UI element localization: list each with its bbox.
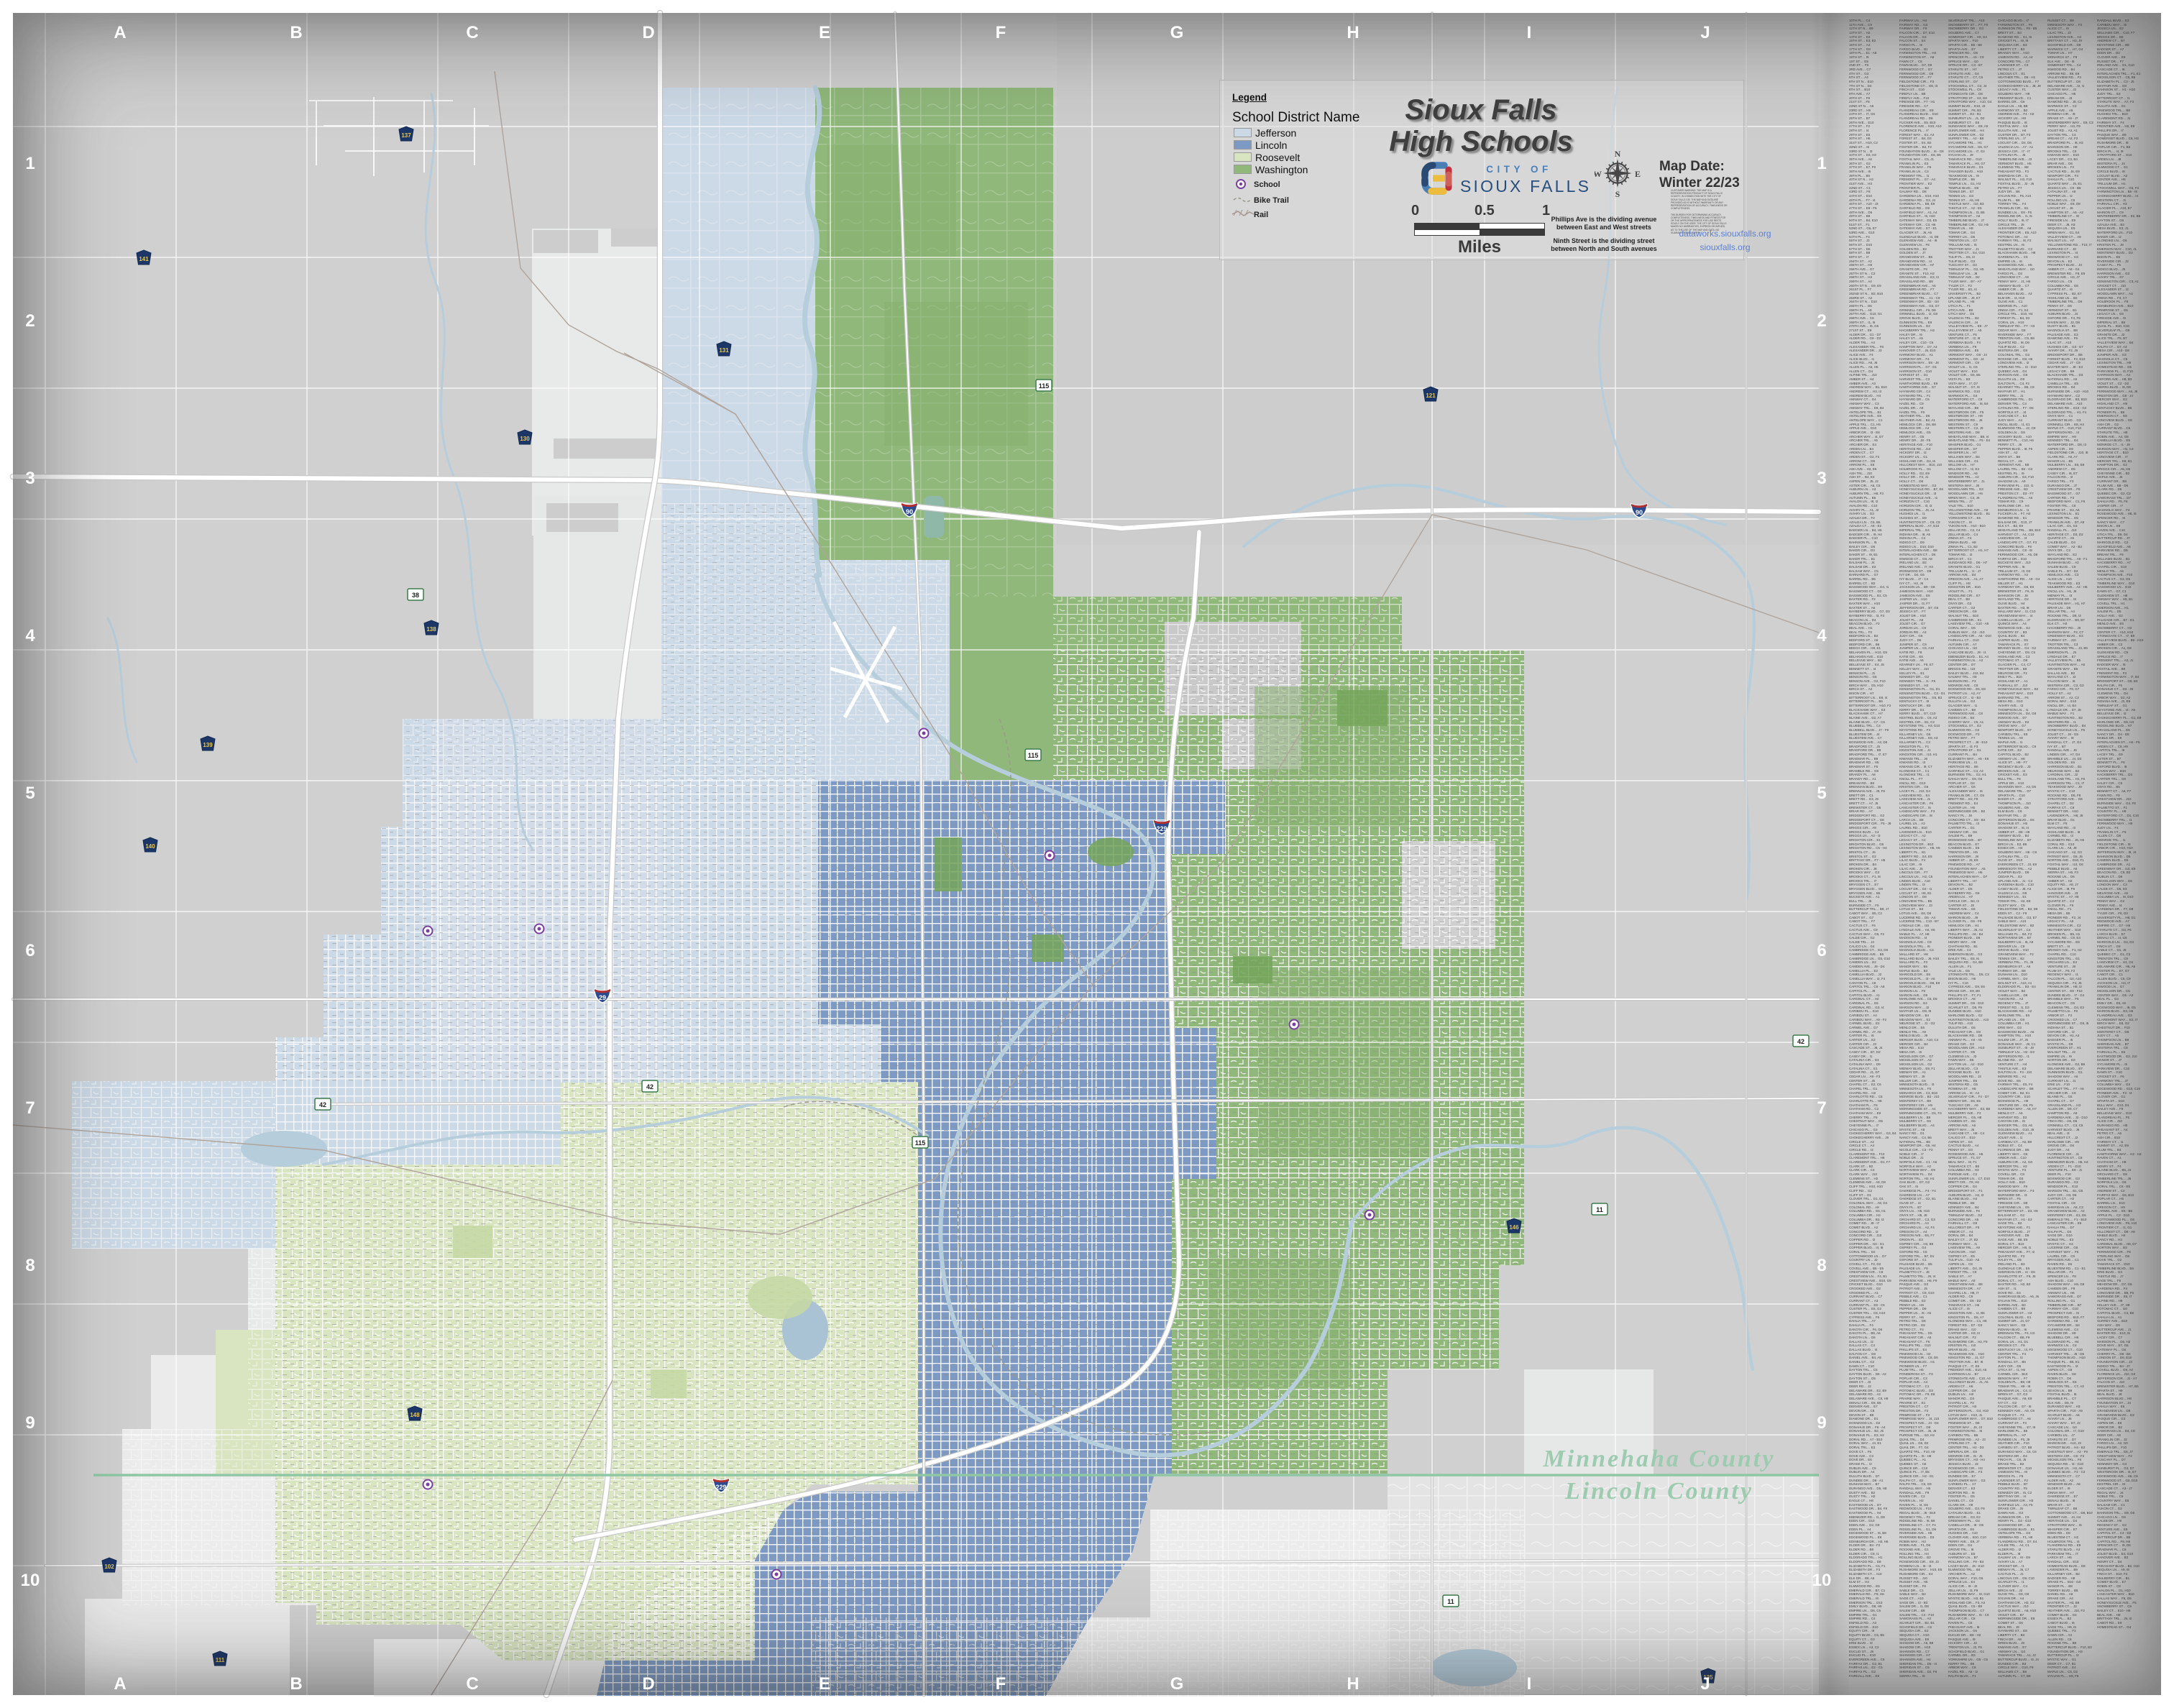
svg-text:W: W	[1595, 169, 1602, 179]
svg-text:139: 139	[203, 742, 213, 748]
svg-text:135: 135	[1703, 1674, 1713, 1681]
svg-text:42: 42	[646, 1083, 653, 1091]
svg-text:E: E	[1635, 169, 1641, 179]
svg-text:229: 229	[1156, 825, 1167, 832]
svg-text:N: N	[1615, 149, 1621, 159]
svg-text:42: 42	[1797, 1038, 1804, 1045]
svg-text:140: 140	[145, 843, 155, 850]
svg-text:90: 90	[1636, 509, 1643, 516]
svg-text:111: 111	[216, 1657, 225, 1663]
svg-text:School: School	[1254, 180, 1280, 189]
svg-text:102: 102	[104, 1564, 114, 1570]
svg-text:121: 121	[1426, 392, 1436, 399]
svg-text:229: 229	[715, 1484, 726, 1491]
svg-text:148: 148	[410, 1412, 420, 1418]
svg-text:141: 141	[139, 256, 149, 262]
svg-text:138: 138	[426, 626, 436, 633]
svg-text:Lincoln County: Lincoln County	[1564, 1478, 1753, 1505]
svg-text:Rail: Rail	[1254, 211, 1268, 219]
svg-text:38: 38	[412, 592, 419, 599]
svg-text:Bike Trail: Bike Trail	[1254, 196, 1289, 205]
svg-text:131: 131	[719, 347, 729, 354]
svg-text:115: 115	[915, 1139, 926, 1147]
svg-text:29: 29	[599, 994, 606, 1001]
svg-text:42: 42	[319, 1101, 326, 1108]
svg-text:115: 115	[1028, 752, 1039, 759]
svg-text:Minnehaha County: Minnehaha County	[1543, 1446, 1776, 1472]
svg-text:130: 130	[520, 436, 530, 442]
svg-text:115: 115	[1039, 382, 1050, 390]
svg-text:11: 11	[1596, 1206, 1603, 1213]
svg-text:90: 90	[906, 508, 913, 515]
svg-text:S: S	[1615, 189, 1620, 198]
svg-text:SIOUX FALLS: SIOUX FALLS	[1460, 177, 1591, 196]
svg-text:CITY OF: CITY OF	[1486, 164, 1552, 175]
svg-text:137: 137	[401, 132, 411, 139]
svg-text:146: 146	[1509, 1224, 1519, 1231]
svg-text:11: 11	[1447, 1598, 1454, 1605]
